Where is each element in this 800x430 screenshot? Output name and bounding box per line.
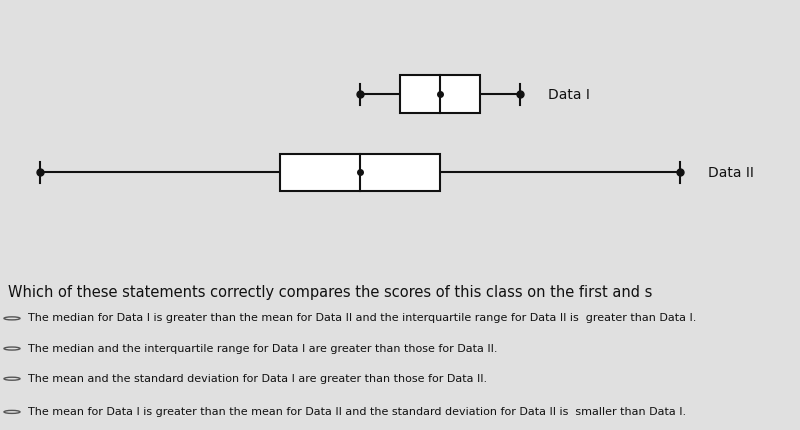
Text: The mean and the standard deviation for Data I are greater than those for Data I: The mean and the standard deviation for … <box>28 373 487 383</box>
Text: 13: 13 <box>111 312 129 326</box>
Text: Test Scores: Test Scores <box>315 328 405 341</box>
Bar <box>280 154 440 192</box>
Text: 12: 12 <box>31 312 49 326</box>
Text: The median and the interquartile range for Data I are greater than those for Dat: The median and the interquartile range f… <box>28 343 498 353</box>
Text: The median for Data I is greater than the mean for Data II and the interquartile: The median for Data I is greater than th… <box>28 313 696 322</box>
Text: 19: 19 <box>591 312 609 326</box>
Text: 16: 16 <box>351 312 369 326</box>
Text: 14: 14 <box>191 312 209 326</box>
Bar <box>400 76 480 114</box>
Text: 17: 17 <box>431 312 449 326</box>
Text: 18: 18 <box>511 312 529 326</box>
Text: 20: 20 <box>671 312 689 326</box>
Text: 15: 15 <box>271 312 289 326</box>
Text: Data I: Data I <box>548 88 590 102</box>
Text: The mean for Data I is greater than the mean for Data II and the standard deviat: The mean for Data I is greater than the … <box>28 406 686 416</box>
Text: Data II: Data II <box>708 166 754 180</box>
Text: Which of these statements correctly compares the scores of this class on the fir: Which of these statements correctly comp… <box>8 284 652 299</box>
